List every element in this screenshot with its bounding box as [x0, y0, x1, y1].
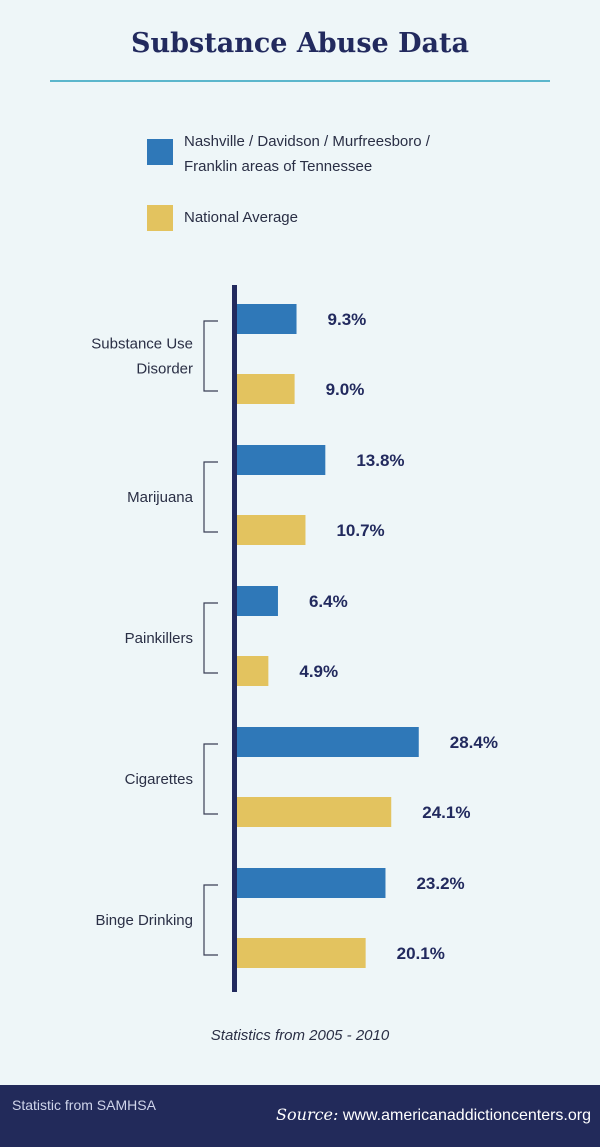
data-label: 23.2% [416, 874, 464, 893]
category-bracket [203, 461, 218, 533]
data-label: 9.0% [326, 380, 365, 399]
bar [237, 586, 278, 616]
data-label: 6.4% [309, 592, 348, 611]
data-label: 10.7% [336, 521, 384, 540]
category-axis [232, 285, 237, 992]
bar [237, 304, 297, 334]
bar [237, 938, 366, 968]
bar [237, 374, 295, 404]
legend-label-national: National Average [184, 209, 298, 226]
legend-swatch-local [147, 139, 173, 165]
data-label: 9.3% [328, 310, 367, 329]
data-label: 24.1% [422, 803, 470, 822]
data-label: 13.8% [356, 451, 404, 470]
category-label: Marijuana [127, 489, 194, 506]
category-bracket [203, 743, 218, 815]
bar [237, 656, 269, 686]
data-label: 4.9% [299, 662, 338, 681]
category-label: Binge Drinking [95, 912, 193, 929]
bar [237, 515, 306, 545]
category-bracket [203, 602, 218, 674]
data-label: 28.4% [450, 733, 498, 752]
data-label: 20.1% [397, 944, 445, 963]
bar [237, 445, 326, 475]
bar [237, 797, 392, 827]
chart-title: Substance Abuse Data [131, 28, 469, 59]
title-divider [50, 80, 550, 82]
date-range-note: Statistics from 2005 - 2010 [210, 1027, 390, 1044]
bar [237, 727, 419, 757]
legend-label-local: Nashville / Davidson / Murfreesboro / Fr… [184, 133, 430, 175]
footer-bar: Statistic from SAMHSA Source: www.americ… [0, 1085, 600, 1147]
source-url: www.americanaddictioncenters.org [342, 1107, 591, 1124]
source-line: Source: www.americanaddictioncenters.org [276, 1105, 591, 1125]
statistic-credit: Statistic from SAMHSA [12, 1097, 156, 1113]
category-label: Painkillers [125, 630, 193, 647]
category-label: Cigarettes [125, 771, 193, 788]
category-label: Substance Use Disorder [91, 336, 193, 378]
bar-chart: Substance Use Disorder 9.3% 9.0% Marijuana 13… [91, 285, 498, 992]
category-bracket [203, 320, 218, 392]
category-bracket [203, 884, 218, 956]
bar [237, 868, 386, 898]
source-label: Source: [276, 1105, 339, 1124]
legend-swatch-national [147, 205, 173, 231]
